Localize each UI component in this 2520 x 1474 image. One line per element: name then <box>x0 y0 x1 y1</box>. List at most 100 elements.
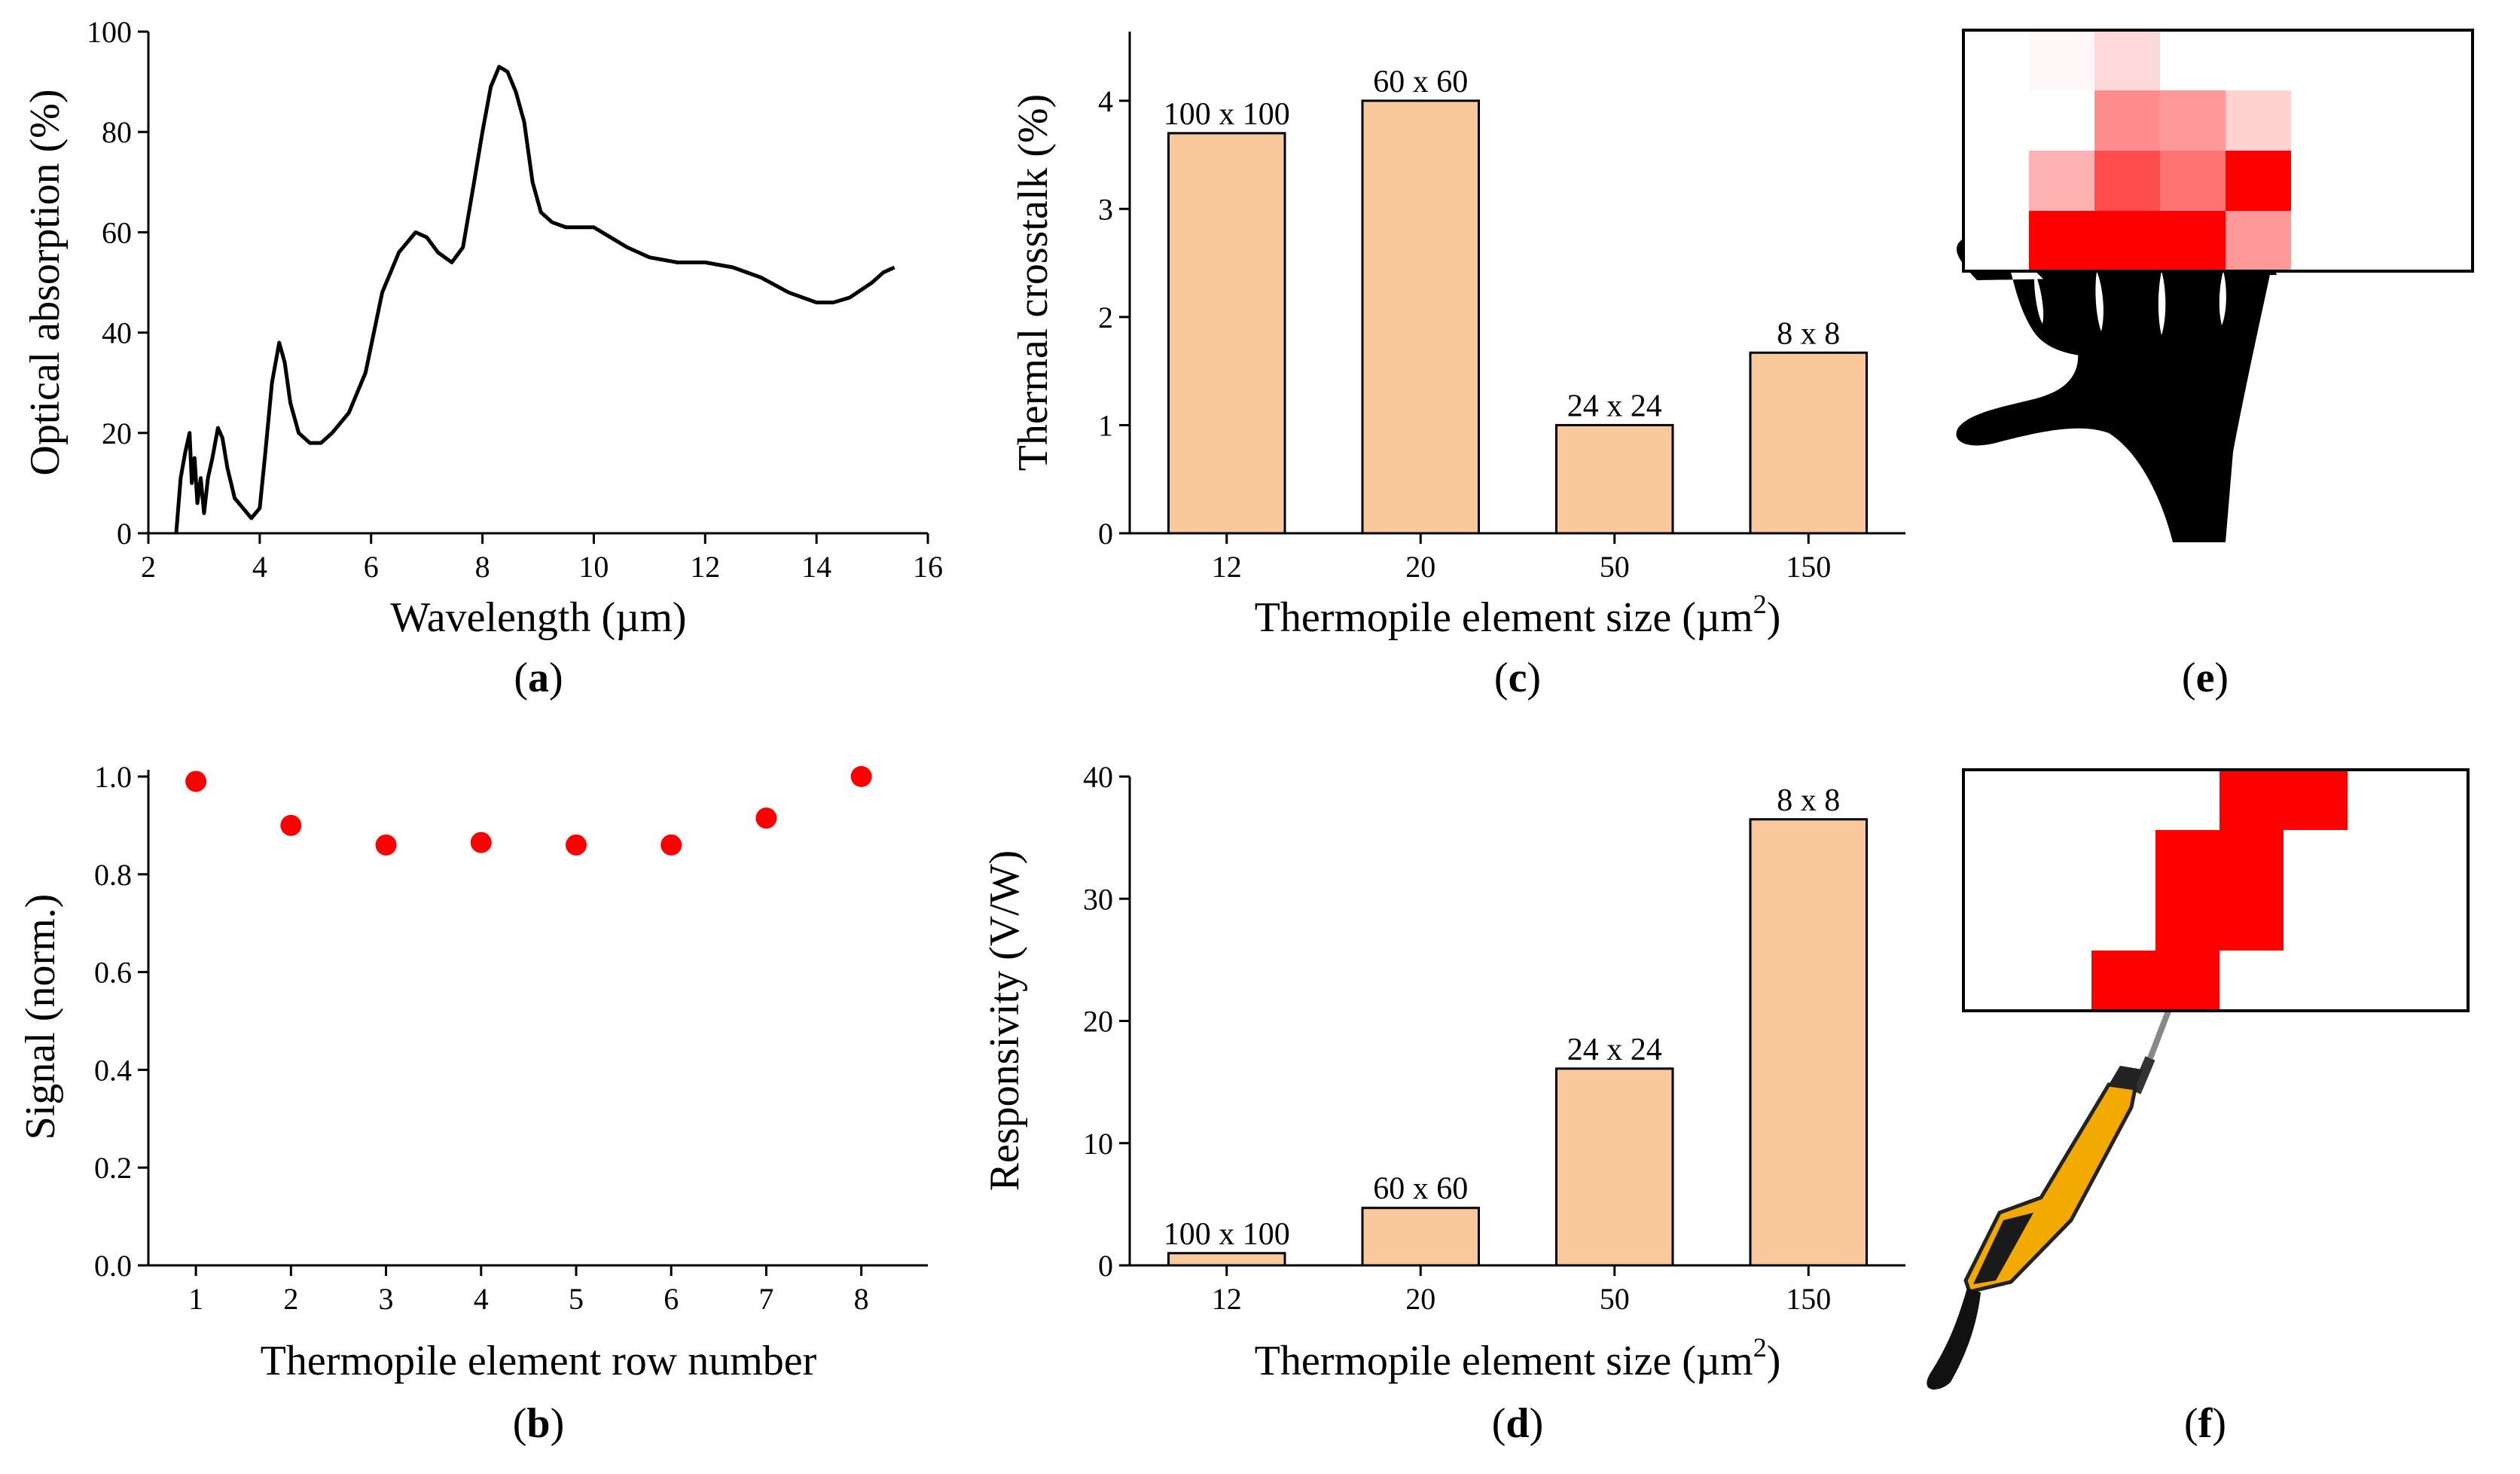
heatmap-cell <box>2094 90 2160 151</box>
y-tick-label: 1.0 <box>94 760 132 794</box>
bar-label: 100 x 100 <box>1164 1217 1290 1252</box>
chart-c-xlabel: Thermopile element size (µm2) <box>1255 589 1781 641</box>
chart-d-ylabel: Responsivity (V/W) <box>981 850 1028 1192</box>
data-point <box>375 834 397 856</box>
bar <box>1749 351 1868 535</box>
x-tick-label: 3 <box>379 1282 394 1316</box>
chart-a-ylabel: Optical absorption (%) <box>22 89 69 475</box>
heatmap-cell <box>2155 830 2219 890</box>
bar-label: 8 x 8 <box>1777 316 1840 351</box>
y-tick-label: 60 <box>102 215 132 249</box>
y-tick-label: 100 <box>87 15 132 49</box>
x-tick-label: 7 <box>758 1282 773 1316</box>
x-tick-label: 2 <box>141 550 156 584</box>
y-tick-label: 3 <box>1098 192 1113 226</box>
panel-label-e: (e) <box>2182 655 2229 701</box>
chart-b: 0.0 0.2 0.4 0.6 0.8 1.0 1 2 3 4 5 6 7 8 Thermopile el… <box>17 760 928 1447</box>
bar <box>1361 99 1480 535</box>
y-tick-label: 0.2 <box>94 1151 132 1185</box>
panel-label-b: (b) <box>513 1400 564 1447</box>
heatmap-cell <box>2029 211 2094 271</box>
y-tick-label: 1 <box>1098 408 1113 442</box>
heatmap-cell <box>2226 151 2291 211</box>
chart-a-xlabel: Wavelength (µm) <box>390 594 686 641</box>
data-point <box>661 834 682 856</box>
y-tick-label: 10 <box>1083 1127 1113 1161</box>
heatmap-cell <box>2219 770 2284 830</box>
heatmap-e-frame <box>1962 29 2474 273</box>
heatmap-cell <box>2094 211 2160 271</box>
heatmap-cell <box>2094 30 2160 90</box>
heatmap-cell <box>2219 890 2284 951</box>
soldering-iron-icon <box>1927 1008 2172 1390</box>
x-tick-label: 150 <box>1786 550 1831 584</box>
heatmap-cell <box>2219 830 2284 890</box>
data-point <box>755 807 777 829</box>
x-tick-label: 8 <box>475 550 490 584</box>
x-tick-label: 6 <box>364 550 379 584</box>
y-tick-label: 20 <box>102 417 132 450</box>
data-point <box>470 832 492 853</box>
x-tick-label: 12 <box>1212 1282 1242 1316</box>
x-tick-label: 14 <box>801 550 831 584</box>
heatmap-f-frame <box>1962 768 2470 1012</box>
heatmap-cell <box>2160 151 2226 211</box>
heatmap-cell <box>2029 30 2094 90</box>
heatmap-cell <box>2155 951 2219 1011</box>
chart-b-ylabel: Signal (norm.) <box>17 894 64 1140</box>
heatmap-cell <box>2226 211 2291 271</box>
x-tick-label: 4 <box>252 550 267 584</box>
y-tick-label: 0 <box>1098 1249 1113 1283</box>
heatmap-cell <box>2160 211 2226 271</box>
y-tick-label: 0.8 <box>94 858 132 892</box>
x-tick-label: 12 <box>690 550 720 584</box>
chart-c-ylabel: Thermal crosstalk (%) <box>1010 94 1057 471</box>
x-tick-label: 150 <box>1786 1282 1831 1316</box>
bar-label: 24 x 24 <box>1567 389 1662 423</box>
heatmap-cell <box>2029 151 2094 211</box>
x-tick-label: 20 <box>1405 550 1435 584</box>
x-tick-label: 5 <box>569 1282 584 1316</box>
heatmap-cell <box>2094 151 2160 211</box>
y-tick-label: 40 <box>102 316 132 350</box>
panel-label-d: (d) <box>1492 1400 1543 1447</box>
x-tick-label: 50 <box>1600 550 1630 584</box>
bar <box>1361 1207 1480 1267</box>
bar-label: 100 x 100 <box>1164 97 1290 132</box>
bar-label: 60 x 60 <box>1373 65 1468 99</box>
x-tick-label: 4 <box>474 1282 489 1316</box>
x-tick-label: 1 <box>188 1282 203 1316</box>
panel-label-a: (a) <box>514 655 563 701</box>
x-tick-label: 50 <box>1600 1282 1630 1316</box>
x-tick-label: 6 <box>664 1282 679 1316</box>
x-tick-label: 20 <box>1405 1282 1435 1316</box>
chart-d: 100 x 100 60 x 60 24 x 24 8 x 8 0 10 20 30 40 12… <box>981 760 1905 1447</box>
bar <box>1555 423 1674 535</box>
y-tick-label: 4 <box>1098 84 1113 118</box>
bar-label: 24 x 24 <box>1567 1033 1662 1067</box>
x-tick-label: 8 <box>854 1282 869 1316</box>
bar-label: 60 x 60 <box>1373 1172 1468 1207</box>
x-tick-label: 10 <box>578 550 609 584</box>
x-tick-label: 2 <box>283 1282 298 1316</box>
x-tick-label: 12 <box>1212 550 1242 584</box>
heatmap-cell <box>2160 90 2226 151</box>
data-point <box>280 814 302 836</box>
y-tick-label: 20 <box>1083 1005 1113 1039</box>
bar-label: 8 x 8 <box>1777 783 1840 818</box>
data-point <box>850 766 872 787</box>
chart-b-xlabel: Thermopile element row number <box>261 1338 817 1384</box>
heatmap-e <box>1963 30 2357 271</box>
data-point <box>185 771 207 792</box>
heatmap-cell <box>2284 770 2348 830</box>
heatmap-cell <box>2091 951 2155 1011</box>
panel-label-c: (c) <box>1494 655 1541 701</box>
bar <box>1167 1252 1286 1267</box>
x-tick-label: 16 <box>913 550 943 584</box>
bar <box>1749 818 1868 1267</box>
chart-a: 0 20 40 60 80 100 2 4 6 8 10 12 14 16 Wavelength (µm)… <box>22 15 943 701</box>
panel-f: (f) <box>1927 768 2476 1447</box>
y-tick-label: 0 <box>117 517 132 551</box>
y-tick-label: 0 <box>1098 517 1113 551</box>
